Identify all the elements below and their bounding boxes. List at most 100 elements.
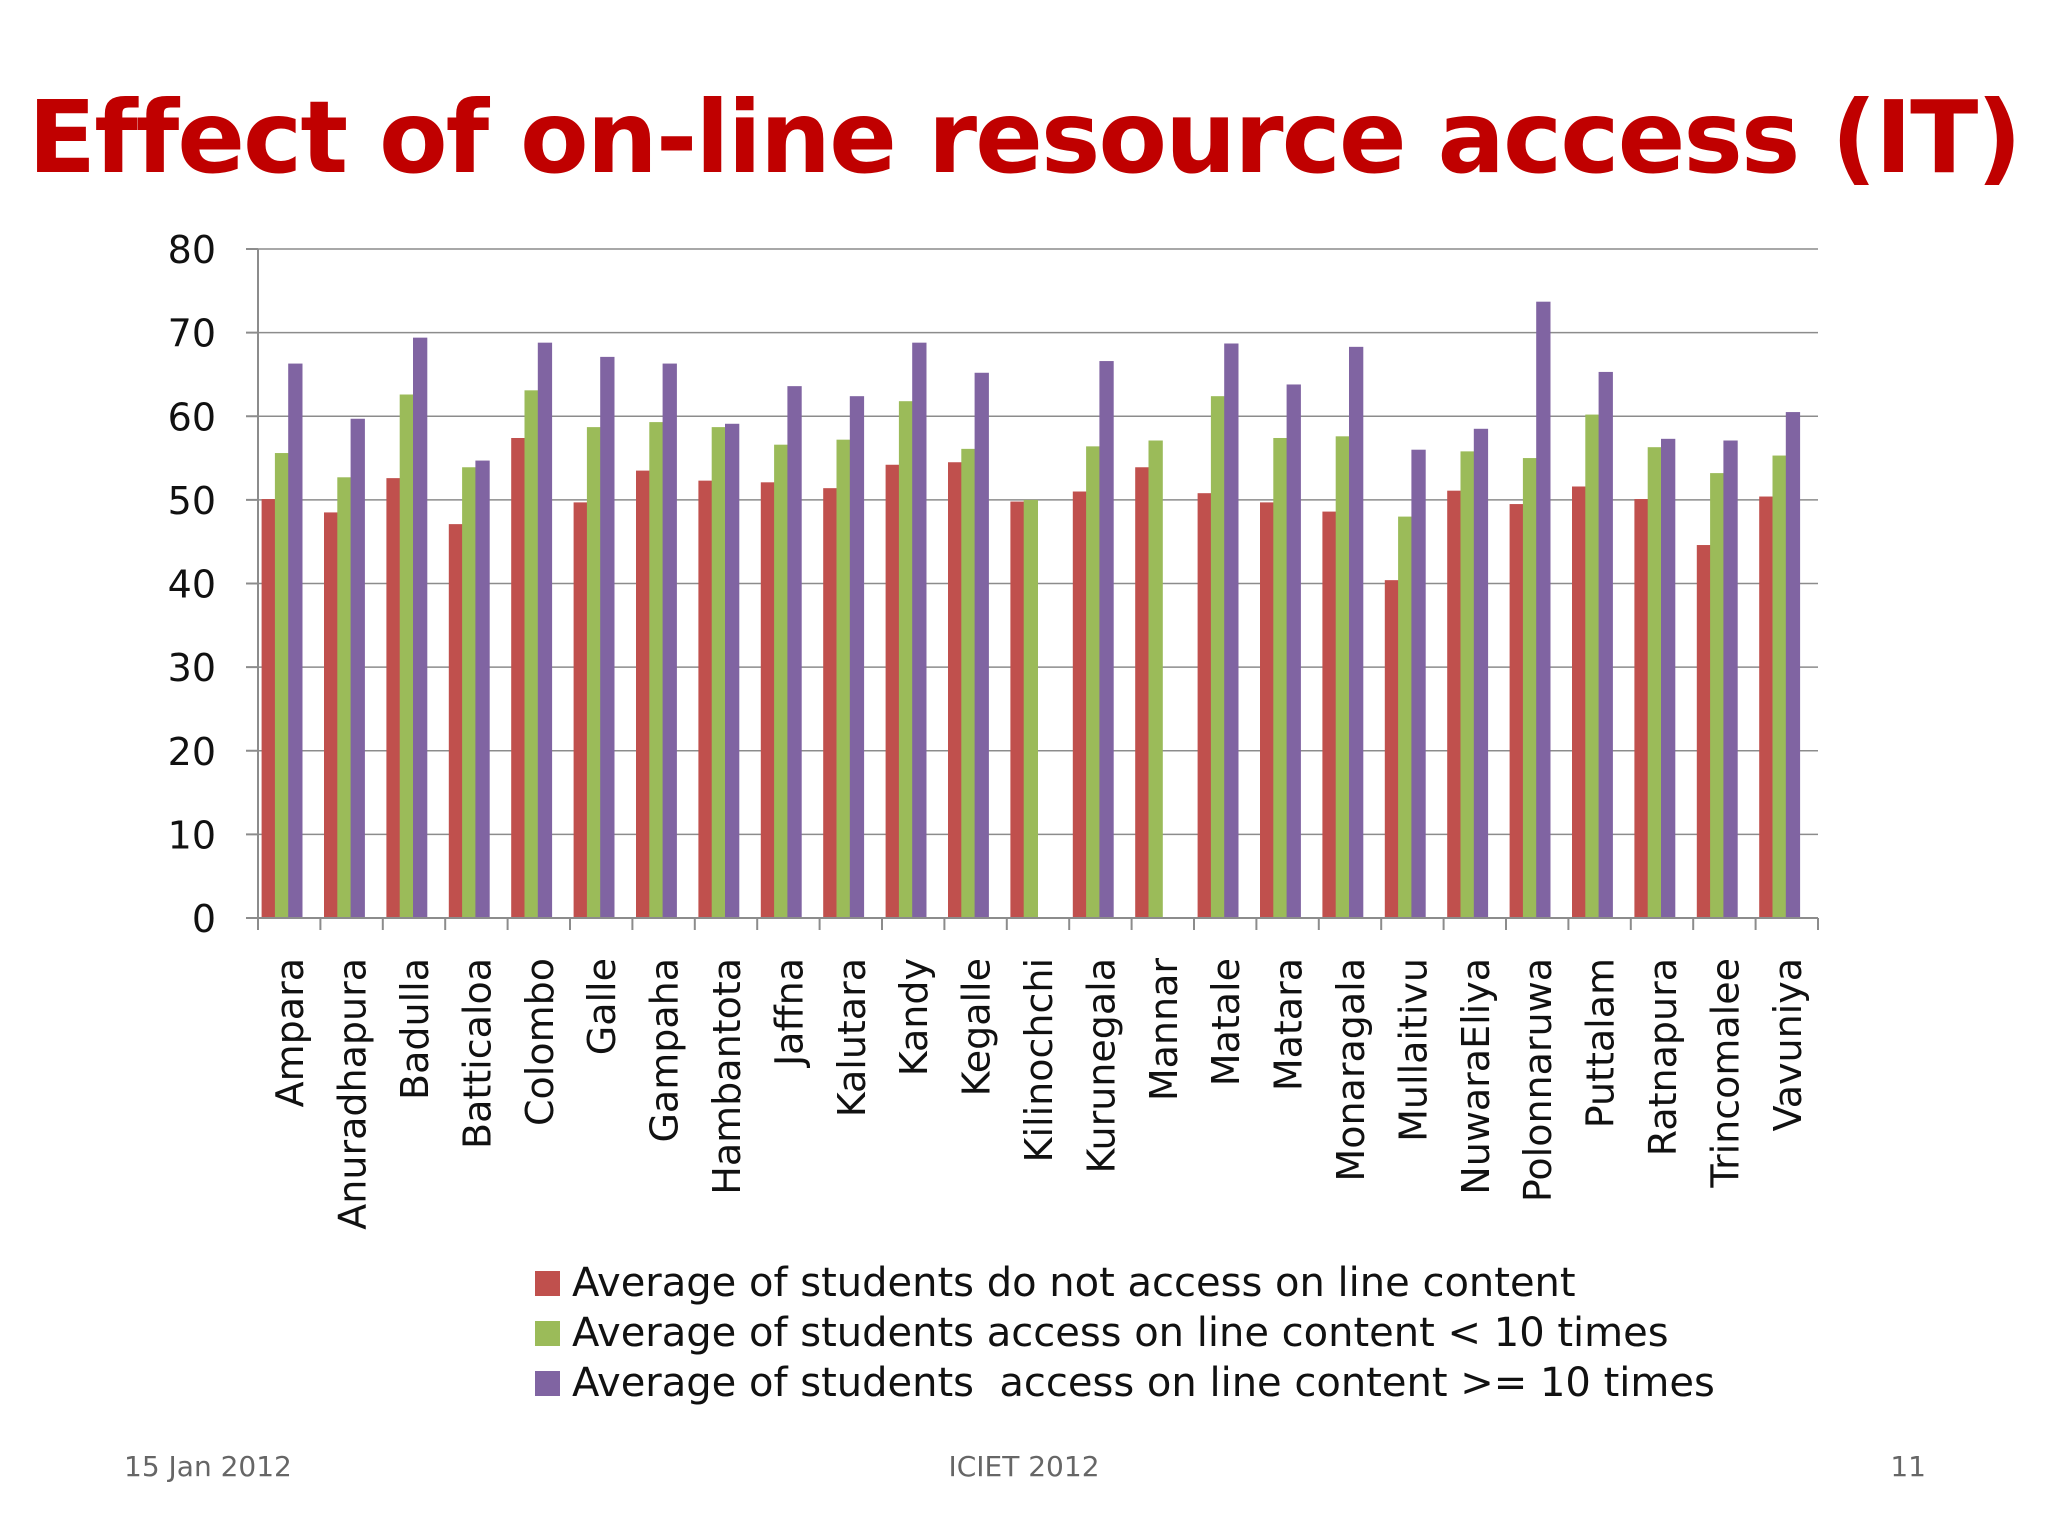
bar [1210, 396, 1226, 918]
x-tick-label: Matale [1204, 958, 1248, 1086]
x-tick-label: Ratnapura [1641, 958, 1685, 1156]
x-tick-label: Vavuniya [1766, 958, 1810, 1131]
bar [399, 394, 414, 918]
bar [1335, 436, 1350, 918]
bar [1473, 428, 1489, 918]
x-tick-label: Kilinochchi [1017, 958, 1061, 1162]
bar [462, 467, 477, 918]
x-tick-label: Jaffna [767, 958, 811, 1068]
legend-swatch-green [535, 1320, 560, 1346]
bar [849, 396, 865, 918]
bar [912, 342, 927, 918]
x-tick-label: Kandy [892, 958, 936, 1076]
bar [725, 423, 740, 918]
legend-label: Average of students access on line conte… [572, 1310, 1669, 1356]
bar [524, 390, 539, 918]
axes [246, 248, 1819, 930]
page-title: Effect of on-line resource access (IT) [27, 79, 2022, 196]
bar [1197, 493, 1212, 918]
x-tick-label: Hambantota [705, 958, 749, 1195]
legend-item: Average of students access on line conte… [535, 1308, 1715, 1358]
y-tick-label: 20 [168, 730, 216, 774]
bar [1273, 437, 1288, 918]
bar [324, 512, 339, 918]
bar [511, 437, 526, 918]
x-tick-label: Gampaha [643, 958, 687, 1143]
x-tick-label: Matara [1267, 958, 1311, 1091]
x-tick-label: Kurunegala [1079, 958, 1123, 1174]
bar [537, 342, 553, 918]
bar [1411, 449, 1426, 918]
x-tick-label: Batticaloa [455, 958, 499, 1149]
legend-item: Average of students do not access on lin… [535, 1258, 1715, 1308]
x-tick-label: Colombo [518, 958, 562, 1126]
y-tick-label: 10 [168, 813, 216, 857]
legend-label: Average of students do not access on lin… [572, 1260, 1576, 1306]
bar [1023, 499, 1038, 918]
bar [261, 499, 276, 918]
bar [1072, 491, 1088, 918]
x-tick-label: Mullaitivu [1391, 958, 1435, 1142]
bar [386, 478, 401, 918]
bar [1260, 502, 1275, 918]
legend-label: Average of students access on line conte… [572, 1360, 1715, 1406]
legend: Average of students do not access on lin… [535, 1258, 1715, 1408]
bar [760, 482, 776, 918]
bars [261, 301, 1801, 919]
bar [1522, 458, 1538, 918]
y-tick-label: 80 [168, 228, 216, 272]
x-tick-label: Polonnaruwa [1516, 958, 1560, 1202]
bar [649, 422, 664, 918]
y-tick-label: 50 [168, 479, 216, 523]
y-tick-label: 0 [192, 897, 216, 941]
bar [573, 502, 588, 918]
bar [1759, 496, 1774, 918]
y-tick-label: 60 [168, 395, 216, 439]
slide-number: 11 [1890, 1450, 1926, 1483]
bar [1460, 451, 1475, 918]
bar [787, 386, 802, 918]
legend-swatch-red [535, 1270, 560, 1296]
x-tick-label: Ampara [268, 958, 312, 1107]
bar [1398, 516, 1413, 918]
bar [448, 524, 464, 918]
bar [1536, 301, 1551, 919]
bar [1135, 467, 1150, 918]
bar [1723, 440, 1738, 918]
bar [636, 470, 651, 918]
footer-date: 15 Jan 2012 [124, 1450, 292, 1483]
x-tick-label: Monaragala [1329, 958, 1373, 1182]
bar [1349, 346, 1364, 918]
bar [288, 363, 303, 918]
bar [1710, 473, 1725, 918]
bar [1086, 446, 1101, 918]
x-tick-label: Trincomalee [1703, 958, 1747, 1189]
bar [1661, 438, 1676, 918]
bar [823, 488, 838, 918]
bar [1224, 343, 1239, 919]
bar [1634, 499, 1649, 918]
bar [1598, 371, 1613, 919]
bar [586, 427, 602, 918]
x-tick-label: Puttalam [1579, 958, 1623, 1128]
bar [1785, 412, 1801, 918]
bar [350, 418, 365, 918]
bar [1572, 486, 1587, 918]
bar [1286, 384, 1301, 918]
y-tick-label: 30 [168, 646, 216, 690]
x-tick-label: Badulla [393, 958, 437, 1100]
bar [1772, 455, 1787, 918]
x-tick-label: NuwaraEliya [1454, 958, 1498, 1195]
bar [1148, 440, 1163, 918]
x-tick-labels: Ampara Anuradhapura Badulla Batticaloa Colom… [268, 958, 1810, 1230]
bar [948, 462, 963, 918]
x-tick-label: Mannar [1142, 958, 1186, 1102]
x-tick-label: Galle [580, 958, 624, 1055]
bar [774, 444, 789, 918]
bar [274, 453, 290, 918]
bar [1585, 414, 1600, 918]
bar [1696, 545, 1712, 918]
bar [1647, 447, 1662, 918]
bar [1447, 490, 1462, 918]
